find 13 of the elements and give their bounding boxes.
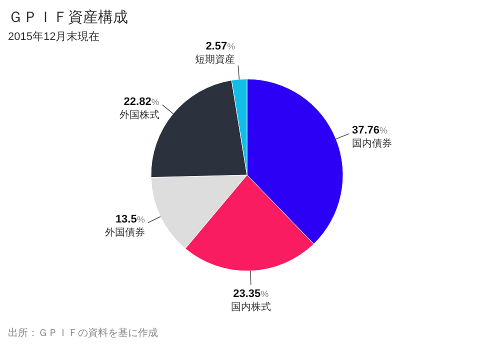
chart-subtitle: 2015年12月末現在 — [8, 30, 100, 43]
slice-label: 国内株式 — [230, 300, 271, 313]
data-label: 23.35% — [233, 288, 269, 300]
slice-label: 外国債券 — [104, 226, 145, 239]
slice-label: 短期資産 — [195, 53, 236, 66]
chart-title: ＧＰＩＦ資産構成 — [8, 8, 128, 26]
data-label: 2.57% — [206, 40, 236, 52]
text: 出所：ＧＰＩＦの資料を基に作成 — [8, 327, 158, 339]
slice-label: 国内債券 — [352, 138, 392, 150]
slice-label: 外国株式 — [119, 108, 160, 121]
data-label: 37.76% — [352, 124, 388, 137]
data-label: 13.5% — [115, 214, 145, 226]
data-label: 22.82% — [124, 96, 160, 108]
